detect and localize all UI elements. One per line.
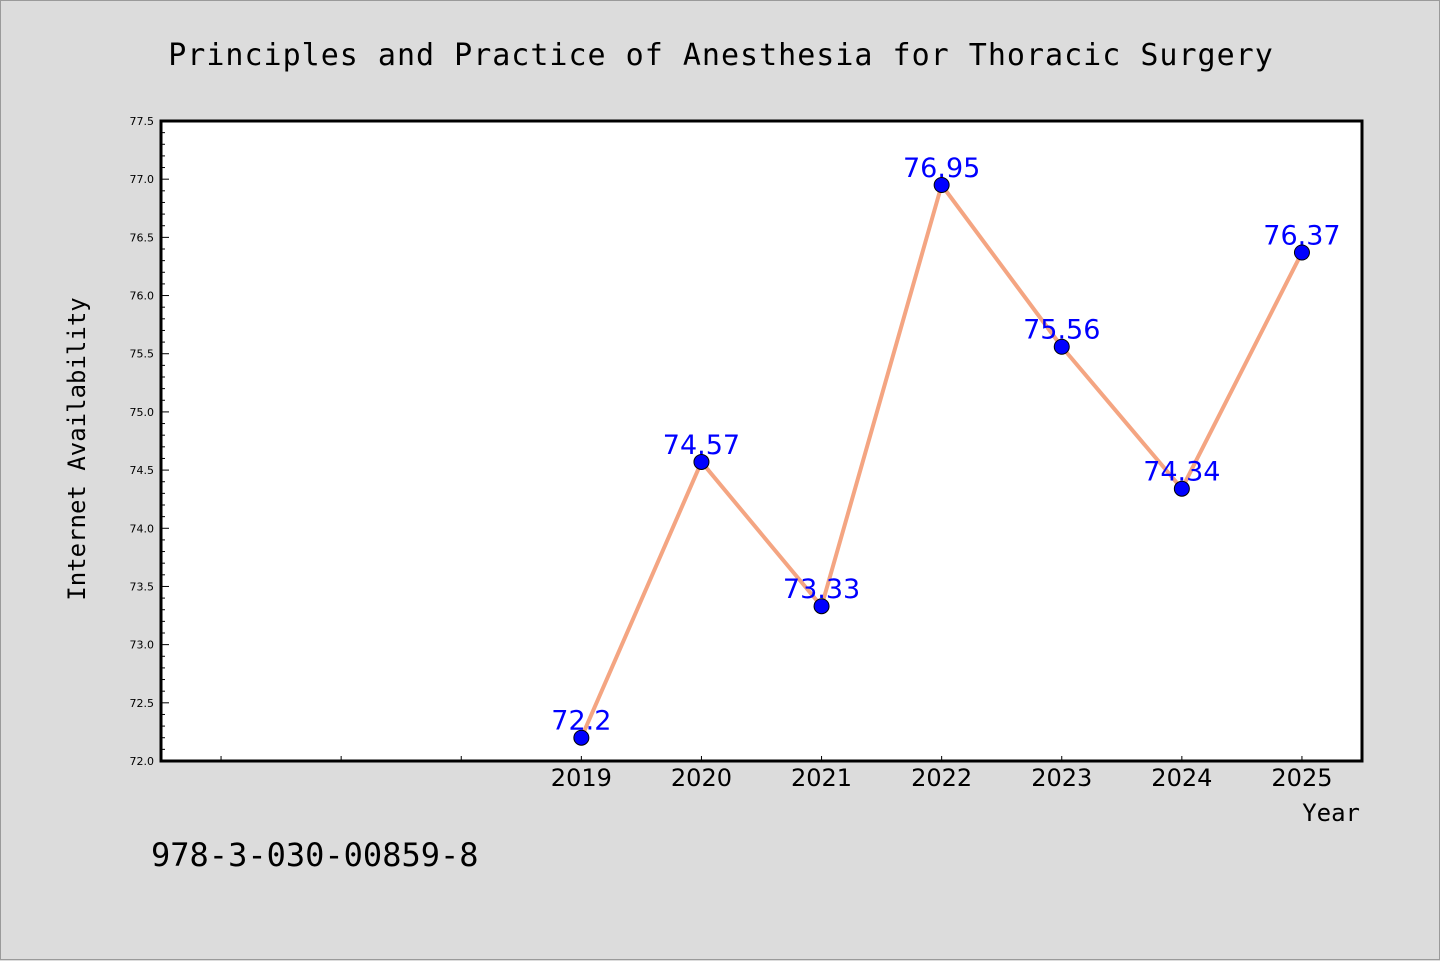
x-tick-label: 2020 (671, 764, 732, 792)
data-point (1053, 338, 1070, 355)
data-point (573, 729, 590, 746)
isbn-text: 978-3-030-00859-8 (151, 836, 479, 874)
data-label: 73.33 (783, 574, 860, 605)
y-tick-label: 72.0 (130, 755, 155, 768)
y-tick-label: 75.0 (130, 406, 155, 419)
data-label: 76.37 (1263, 220, 1340, 251)
y-tick-label: 72.5 (130, 697, 155, 710)
x-tick-label: 2019 (551, 764, 612, 792)
y-tick-label: 74.0 (130, 522, 155, 535)
y-tick-label: 76.0 (130, 290, 155, 303)
data-label: 74.34 (1143, 457, 1220, 488)
data-label: 75.56 (1023, 315, 1100, 346)
plot-frame (159, 119, 1364, 763)
chart-title: Principles and Practice of Anesthesia fo… (168, 38, 1274, 73)
x-axis-ticks: 2019 2020 2021 2022 2023 2024 2025 (220, 756, 1332, 792)
x-axis-label: Year (1302, 799, 1360, 827)
data-label: 74.57 (663, 430, 740, 461)
data-label: 76.95 (903, 153, 980, 184)
y-tick-label: 76.5 (130, 231, 155, 244)
x-tick-label: 2021 (791, 764, 852, 792)
plot-area (161, 121, 1362, 761)
x-tick-label: 2025 (1271, 764, 1332, 792)
data-label: 72.2 (551, 706, 611, 737)
data-point (813, 598, 830, 615)
y-tick-label: 73.5 (130, 580, 155, 593)
x-tick-label: 2022 (911, 764, 972, 792)
data-point (1173, 480, 1190, 497)
y-tick-label: 74.5 (130, 464, 155, 477)
y-axis-label: Internet Availability (63, 297, 91, 600)
data-point (933, 177, 950, 193)
y-tick-label: 77.5 (130, 115, 155, 128)
y-tick-label: 77.0 (130, 173, 155, 186)
data-point (1293, 244, 1310, 261)
data-point (693, 453, 710, 470)
x-tick-label: 2024 (1151, 764, 1212, 792)
x-tick-label: 2023 (1031, 764, 1092, 792)
data-labels-group: 72.2 74.57 73.33 76.95 75.56 74.34 76.37 (551, 153, 1340, 737)
y-tick-label: 75.5 (130, 348, 155, 361)
series-points-group (573, 177, 1310, 746)
y-tick-label: 73.0 (130, 639, 155, 652)
y-axis-ticks: 72.0 72.5 73.0 73.5 74.0 74.5 75.0 75.5 76.0 76.5… (130, 115, 169, 768)
